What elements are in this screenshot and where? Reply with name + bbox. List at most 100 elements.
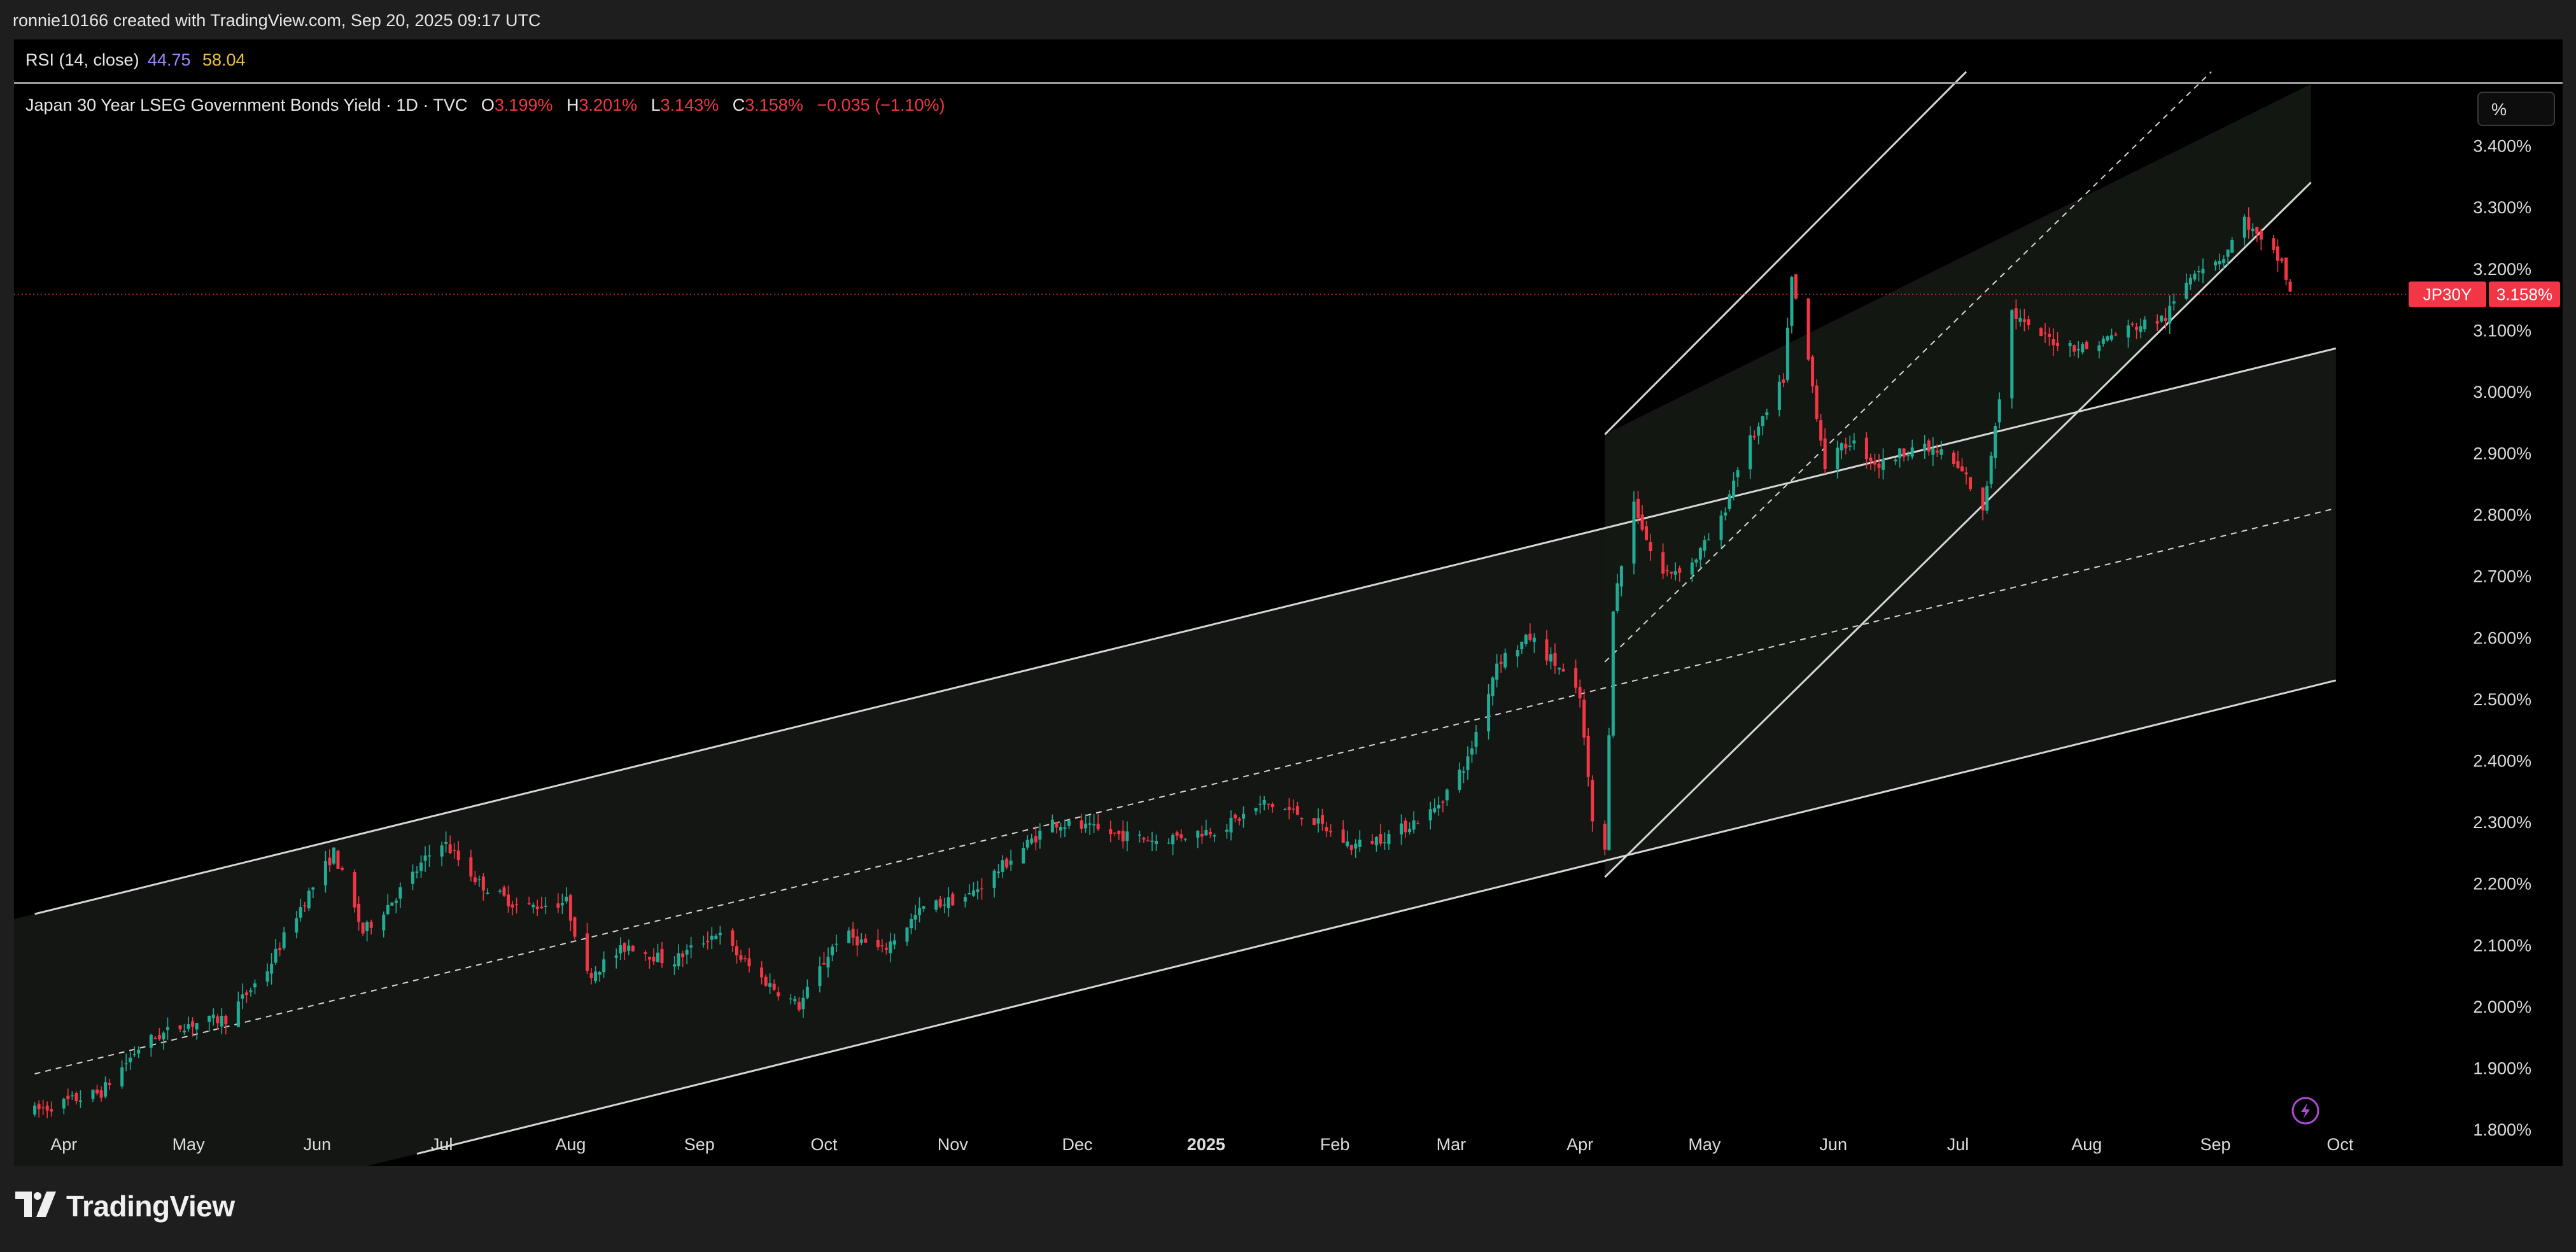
channel-line-2 (34, 507, 2337, 1075)
candle-body (440, 845, 444, 857)
candle-body (1400, 823, 1404, 835)
candle-body (274, 948, 278, 963)
candle-body (2018, 318, 2022, 322)
candle-body (1208, 832, 1212, 834)
price-chart[interactable]: 1.800% 1.900% 2.000% 2.100% 2.200% 2.300% 2.40… (14, 39, 2563, 1166)
x-tick-label: Jun (1819, 1135, 1847, 1154)
candle-body (132, 1054, 136, 1055)
candle-body (1316, 818, 1320, 824)
candle-body (1292, 808, 1295, 810)
y-tick-label: 3.400% (2473, 137, 2531, 156)
bottom-bar: TradingView (0, 1166, 2576, 1252)
candle-body (1466, 756, 1470, 771)
candle-body (1964, 472, 1968, 475)
candle-body (78, 1101, 82, 1102)
channel-line-1 (34, 347, 2337, 915)
candle-body (565, 896, 568, 902)
candle-body (183, 1030, 187, 1032)
candle-body (1927, 440, 1931, 452)
candle-body (2014, 308, 2018, 319)
candle-body (2251, 229, 2255, 232)
candle-body (2197, 271, 2200, 272)
candle-body (1636, 498, 1640, 519)
candle-body (2039, 328, 2043, 337)
candle-body (1578, 687, 1582, 699)
candle-body (2188, 278, 2192, 285)
candle-body (253, 983, 257, 988)
symbol-tag-text: JP30Y (2423, 285, 2472, 304)
candle-body (1894, 459, 1897, 461)
candle-body (1329, 831, 1333, 833)
candle-body (1084, 824, 1088, 829)
symbol-tag-bg (2409, 281, 2486, 307)
y-tick-label: 2.900% (2473, 444, 2531, 463)
candle-body (1615, 583, 1619, 611)
candle-body (1815, 385, 1819, 419)
candle-body (1582, 700, 1586, 738)
candle-body (1785, 327, 1789, 380)
candle-body (1242, 813, 1246, 819)
candle-body (249, 990, 253, 992)
candle-body (922, 906, 926, 909)
candle-body (1063, 827, 1067, 829)
candle-body (818, 966, 822, 987)
y-tick-label: 2.700% (2473, 567, 2531, 586)
candle-body (236, 1001, 240, 1027)
candle-body (1561, 668, 1565, 672)
candle-body (1873, 460, 1876, 465)
candle-body (963, 897, 967, 902)
candle-body (934, 900, 938, 910)
low-value: 3.143% (660, 95, 719, 115)
candle-body (1370, 841, 1374, 844)
candle-body (278, 948, 282, 950)
candle-body (1030, 838, 1034, 843)
tradingview-logo-icon[interactable] (15, 1192, 61, 1217)
candle-body (477, 879, 481, 880)
y-tick-label: 1.800% (2473, 1120, 2531, 1139)
candle-body (66, 1095, 70, 1099)
candle-body (153, 1037, 157, 1039)
chart-panel[interactable]: 1.800% 1.900% 2.000% 2.100% 2.200% 2.300% 2.40… (14, 39, 2563, 1166)
candle-body (191, 1021, 195, 1027)
candle-body (1025, 840, 1029, 848)
candle-body (1703, 540, 1707, 551)
candle-body (714, 936, 718, 939)
candle-body (104, 1082, 108, 1097)
candle-body (265, 971, 269, 982)
candle-body (1985, 486, 1989, 511)
candle-body (1989, 455, 1993, 484)
candle-body (2143, 320, 2147, 330)
candle-body (1213, 835, 1216, 837)
candle-body (997, 871, 1001, 873)
candle-body (2201, 269, 2205, 274)
lightning-icon[interactable] (2291, 1097, 2319, 1125)
candle-body (1806, 298, 1810, 360)
candle-body (710, 935, 714, 940)
candle-body (336, 850, 340, 869)
candle-body (1146, 840, 1150, 841)
candle-body (586, 933, 589, 971)
candle-body (1902, 448, 1906, 457)
candle-body (1096, 824, 1100, 829)
price-tag-text: 3.158% (2496, 285, 2552, 304)
percent-scale-button[interactable]: % (2477, 92, 2555, 126)
candle-body (801, 997, 805, 1009)
rsi-label: RSI (14, close) (25, 50, 139, 69)
candle-body (701, 943, 705, 945)
candle-body (311, 887, 315, 890)
y-tick-label: 1.900% (2473, 1059, 2531, 1078)
candle-body (323, 861, 327, 885)
channel-line-4 (1604, 71, 1967, 435)
candle-body (1819, 420, 1823, 441)
candle-body (1782, 379, 1785, 383)
candle-body (50, 1109, 53, 1112)
candle-body (1433, 808, 1437, 813)
candle-body (361, 922, 365, 934)
candle-body (415, 871, 419, 873)
candle-body (2101, 339, 2105, 344)
x-tick-label: Aug (2071, 1135, 2102, 1154)
steep-channel-fill (1605, 84, 2311, 878)
candle-body (1503, 652, 1507, 668)
candle-body (834, 943, 838, 945)
rsi-indicator-row[interactable]: RSI (14, close) 44.75 58.04 (14, 39, 2563, 84)
